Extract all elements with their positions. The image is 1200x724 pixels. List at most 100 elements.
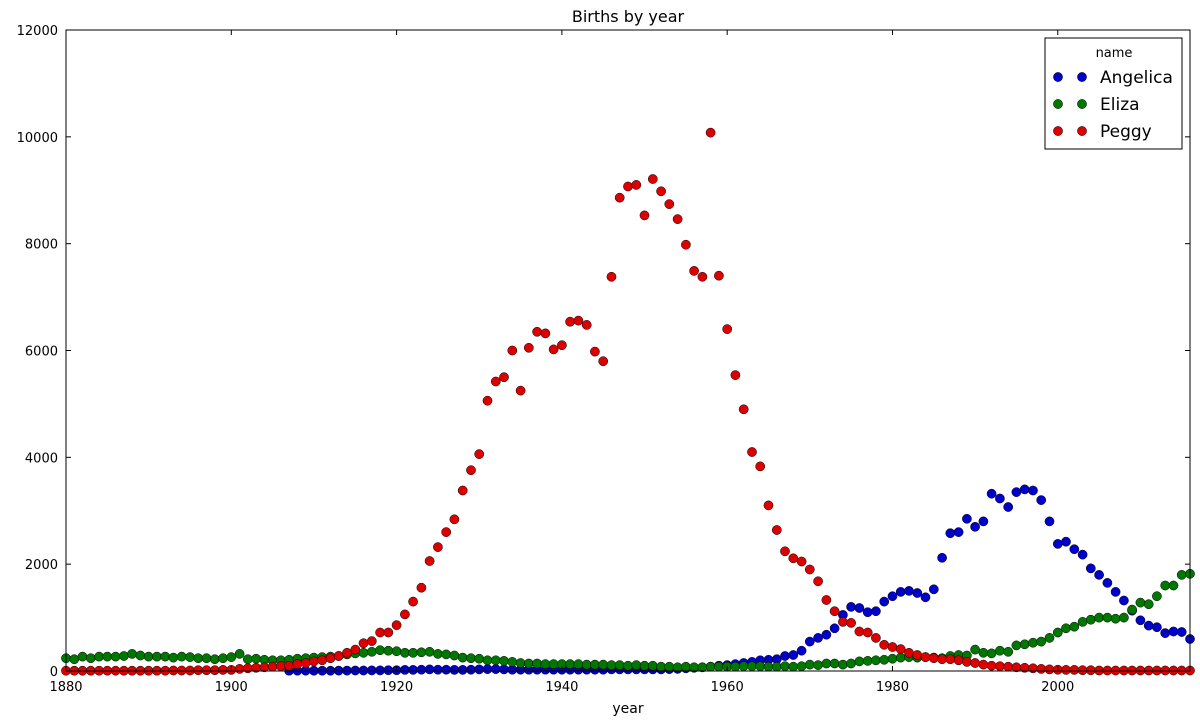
data-point: [1077, 617, 1088, 627]
data-point: [672, 214, 683, 224]
data-point: [606, 271, 617, 282]
x-tick-label: 1880: [49, 680, 82, 695]
data-point: [1085, 563, 1096, 574]
data-point: [110, 651, 121, 662]
data-point: [135, 650, 146, 661]
data-point: [565, 316, 575, 327]
data-point: [474, 449, 485, 459]
data-point: [895, 644, 906, 654]
data-point: [978, 647, 989, 658]
data-point: [1019, 484, 1030, 495]
data-point: [515, 385, 526, 396]
data-point: [895, 652, 906, 663]
data-point: [714, 270, 724, 281]
data-point: [796, 645, 807, 656]
data-point: [1028, 485, 1038, 496]
data-point: [1168, 626, 1179, 637]
data-point: [1003, 646, 1014, 657]
data-point: [1110, 613, 1121, 624]
data-point: [218, 665, 228, 675]
data-point: [904, 647, 914, 658]
data-point: [1069, 621, 1080, 632]
data-point: [1094, 612, 1104, 623]
data-point: [383, 627, 394, 638]
data-point: [705, 661, 716, 672]
data-point: [408, 596, 418, 607]
legend-label: Peggy: [1100, 122, 1152, 142]
data-point: [565, 659, 575, 669]
data-point: [234, 664, 245, 674]
data-point: [978, 516, 989, 527]
data-point: [953, 655, 964, 666]
series-angelica: [284, 484, 1195, 676]
data-point: [185, 652, 195, 662]
data-point: [292, 659, 303, 669]
data-point: [945, 654, 956, 665]
y-tick-label: 2000: [25, 558, 58, 573]
data-point: [1119, 595, 1129, 606]
data-point: [879, 654, 890, 665]
y-tick-label: 4000: [25, 451, 58, 466]
data-point: [871, 655, 881, 666]
data-point: [1176, 570, 1187, 580]
data-point: [730, 661, 741, 672]
data-point: [614, 660, 625, 670]
data-point: [1135, 597, 1146, 608]
data-point: [358, 647, 369, 658]
data-point: [920, 652, 931, 662]
data-point: [408, 647, 418, 658]
data-point: [681, 239, 691, 250]
data-point: [581, 659, 592, 670]
data-point: [656, 661, 666, 672]
data-point: [879, 596, 890, 607]
data-point: [829, 606, 840, 617]
data-point: [788, 650, 799, 660]
data-point: [276, 661, 286, 672]
data-point: [416, 664, 427, 675]
data-point: [854, 626, 865, 637]
data-point: [854, 603, 865, 613]
data-point: [201, 665, 212, 676]
data-point: [1028, 637, 1038, 648]
data-point: [986, 660, 997, 671]
data-point: [920, 592, 931, 603]
data-point: [242, 663, 253, 674]
data-point: [598, 659, 609, 670]
legend-title: name: [1096, 46, 1133, 61]
data-point: [1160, 628, 1171, 638]
data-point: [1052, 627, 1063, 638]
data-point: [1036, 495, 1047, 505]
data-point: [226, 652, 237, 662]
data-point: [664, 661, 675, 672]
data-point: [970, 644, 980, 655]
data-point: [846, 658, 856, 669]
data-point: [573, 315, 584, 326]
data-point: [970, 658, 980, 668]
data-point: [408, 665, 418, 675]
data-point: [176, 651, 187, 662]
data-point: [1168, 580, 1179, 591]
data-point: [846, 618, 856, 628]
data-point: [342, 647, 352, 658]
data-point: [1143, 620, 1154, 631]
data-point: [656, 186, 666, 197]
x-tick-label: 1960: [711, 680, 744, 695]
data-point: [614, 192, 625, 203]
data-point: [1044, 633, 1055, 643]
data-point: [1102, 578, 1113, 588]
data-point: [433, 649, 443, 659]
data-point: [647, 660, 658, 671]
x-tick-label: 1980: [876, 680, 909, 695]
data-point: [366, 636, 377, 646]
data-point: [193, 653, 204, 664]
data-point: [714, 661, 724, 672]
data-point: [747, 447, 757, 457]
data-point: [821, 595, 832, 605]
data-point: [780, 661, 790, 672]
data-point: [1110, 587, 1121, 597]
data-point: [300, 658, 311, 668]
data-point: [507, 657, 518, 667]
data-point: [251, 653, 261, 664]
data-point: [449, 650, 460, 661]
data-point: [102, 651, 113, 662]
